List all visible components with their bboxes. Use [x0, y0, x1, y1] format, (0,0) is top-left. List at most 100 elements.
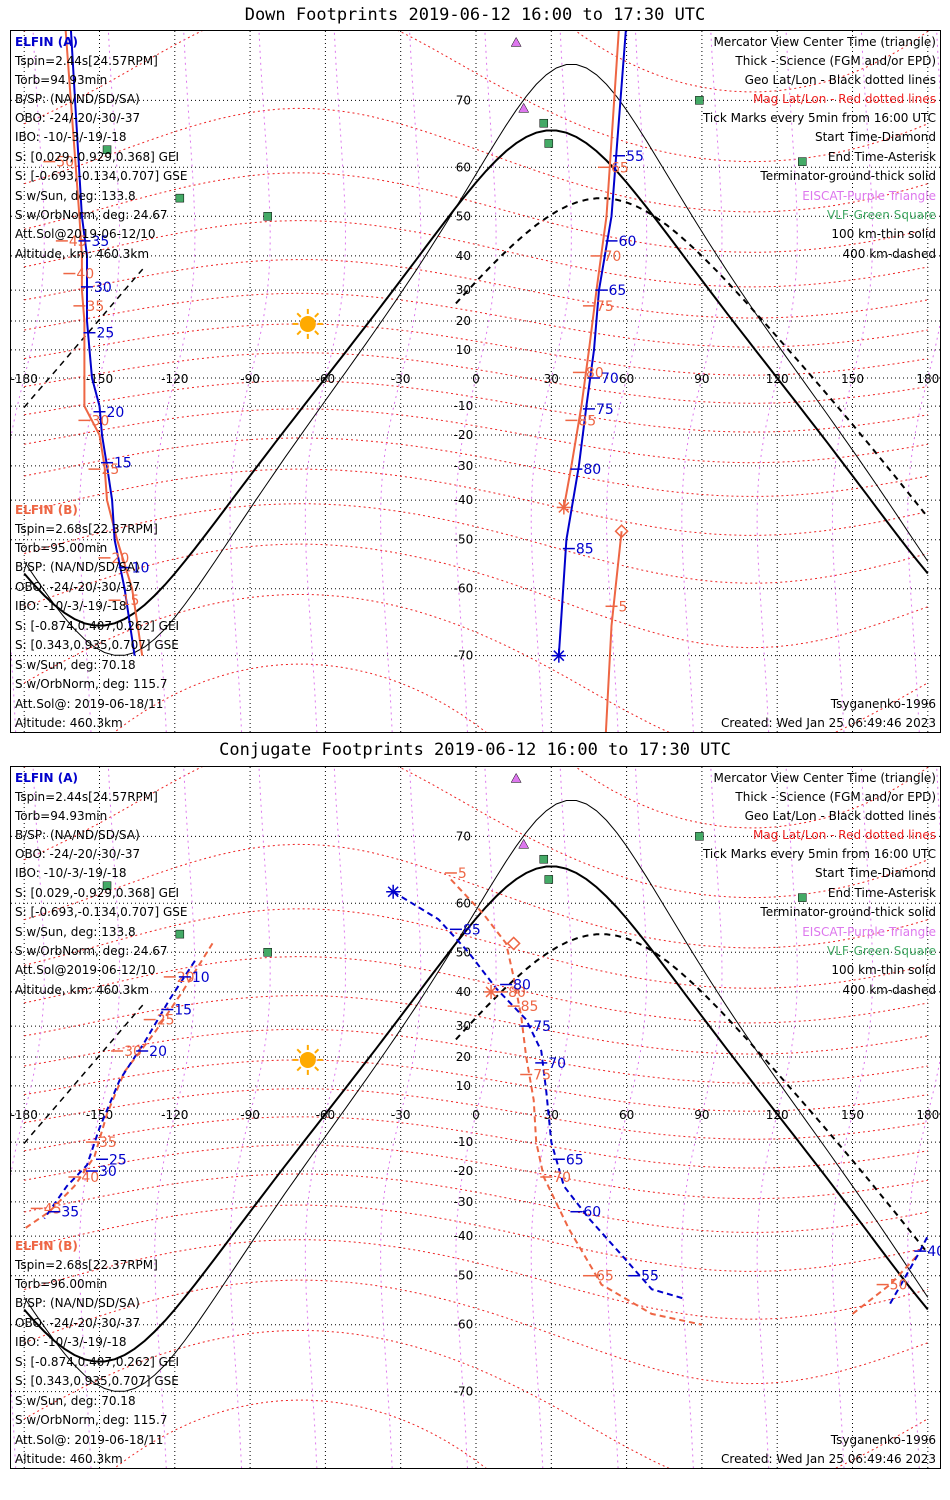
- lat-tick-label: 50: [456, 209, 471, 223]
- elfin-b-line: OBO: -24/-20/-30/-37: [15, 1316, 141, 1330]
- elfin-b-line: Att.Sol@: 2019-06-18/11: [15, 697, 164, 711]
- vlf-square-icon: [544, 875, 554, 884]
- mag-parallel: [24, 503, 928, 584]
- elfin-a-line: S: [0.029,-0.929,0.368] GEI: [15, 150, 180, 164]
- elfin-b-line: S w/OrbNorm, deg: 115.7: [15, 677, 168, 691]
- lat-tick-label: -40: [454, 1229, 474, 1243]
- elfin-a-tick-label: 20: [107, 405, 125, 421]
- elfin-a-label: ELFIN (A): [15, 771, 78, 785]
- eiscat-triangle-icon: [510, 772, 522, 783]
- elfin-b-line: S: [0.343,0.935,0.707] GSE: [15, 1374, 179, 1388]
- elfin-a-tick-label: 40: [927, 1244, 941, 1260]
- elfin-b-line: Tspin=2.68s[22.37RPM]: [15, 1258, 158, 1272]
- elfin-b-line: Altitude: 460.3km: [15, 716, 123, 730]
- elfin-a-tick-label: 70: [548, 1056, 566, 1072]
- mag-meridian: [831, 31, 874, 732]
- legend-item: Thick - Science (FGM and/or EPD): [735, 54, 936, 68]
- mag-parallel: [24, 259, 928, 319]
- elfin-b-line: Altitude: 460.3km: [15, 1452, 123, 1466]
- elfin-b-tick-label: 80: [508, 985, 526, 1001]
- elfin-b-tick-label: 40: [76, 267, 94, 283]
- lon-tick-label: 120: [766, 1108, 789, 1122]
- lat-tick-label: -10: [454, 399, 474, 413]
- elfin-a-tick-label: 55: [641, 1269, 659, 1285]
- elfin-a-tick-label: 80: [583, 462, 601, 478]
- legend-item: Tick Marks every 5min from 16:00 UTC: [702, 847, 936, 861]
- elfin-b-tick-label: 65: [596, 1269, 614, 1285]
- vlf-square-icon: [539, 118, 549, 128]
- mag-meridian: [455, 31, 497, 732]
- lat-tick-label: -70: [454, 1385, 474, 1399]
- down-footprints-map: -180 -150 -120 -90 -60 -30 0 30 60 90 120 150 180 70 6…: [10, 30, 941, 733]
- elfin-b-line: Torb=96.00min: [15, 1277, 108, 1291]
- lat-tick-label: -50: [454, 533, 474, 547]
- mag-meridian: [304, 31, 347, 732]
- elfin-b-tick-label: 20: [112, 551, 130, 567]
- elfin-b-line: S w/OrbNorm, deg: 115.7: [15, 1413, 168, 1427]
- end-asterisk-icon: [558, 501, 570, 513]
- elfin-a-tick-label: 25: [96, 326, 114, 342]
- lat-tick-label: 30: [456, 1019, 471, 1033]
- mag-parallel: [24, 352, 928, 404]
- elfin-a-tick-label: 10: [192, 970, 210, 986]
- eiscat-triangle-icon: [518, 102, 530, 113]
- elfin-b-track-east: [562, 31, 620, 508]
- sun-ray: [296, 330, 302, 336]
- lat-tick-label: -60: [454, 1318, 474, 1332]
- elfin-a-line: OBO: -24/-20/-30/-37: [15, 111, 141, 125]
- mag-parallel: [24, 220, 928, 288]
- elfin-a-tick-label: 75: [596, 402, 614, 418]
- mag-parallel: [24, 1059, 928, 1112]
- elfin-a-tick-label: 75: [533, 1019, 551, 1035]
- elfin-a-line: B/SP: (NA/ND/SD/SA): [15, 92, 140, 106]
- elfin-b-tick-label: 30: [124, 1044, 142, 1060]
- elfin-a-line: Att.Sol@2019-06-12/10: [15, 963, 156, 977]
- elfin-b-label: ELFIN (B): [15, 1239, 78, 1253]
- elfin-b-tick-label: 85: [521, 999, 539, 1015]
- elfin-a-track-east: [392, 890, 685, 1300]
- sun-ray: [314, 1048, 320, 1054]
- elfin-b-tick-label: 70: [553, 1170, 571, 1186]
- lon-tick-label: 150: [841, 1108, 864, 1122]
- elfin-b-tick-label: 50: [890, 1278, 908, 1294]
- elfin-b-tick-label: 75: [533, 1068, 551, 1084]
- mag-meridian: [78, 767, 121, 1468]
- sun-ray: [314, 330, 320, 336]
- elfin-a-line: IBO: -10/-3/-19/-18: [15, 866, 127, 880]
- start-diamond-icon: [506, 936, 521, 951]
- mag-parallel: [24, 1028, 928, 1084]
- mag-parallel: [24, 1144, 928, 1200]
- mag-meridian: [304, 767, 347, 1468]
- lon-tick-label: 120: [766, 372, 789, 386]
- elfin-a-line: Altitude, km: 460.3km: [15, 247, 150, 261]
- lon-tick-label: 30: [544, 372, 559, 386]
- vlf-square-icon: [263, 948, 272, 957]
- elfin-b-tick-label: 75: [596, 299, 614, 315]
- elfin-a-track: [43, 960, 196, 1220]
- mag-parallel: [24, 323, 928, 376]
- lon-tick-label: -180: [11, 1108, 38, 1122]
- mag-meridian: [530, 767, 572, 1468]
- lon-tick-label: -60: [316, 1108, 336, 1122]
- elfin-b-tick-label: 5: [619, 599, 628, 615]
- elfin-b-tick-label: 25: [101, 462, 119, 478]
- elfin-b-tick-label: 70: [603, 249, 621, 265]
- elfin-b-tick-label: 45: [69, 234, 87, 250]
- elfin-a-tick-label: 70: [601, 371, 619, 387]
- mag-meridian: [756, 31, 798, 732]
- elfin-b-tick-label: 5: [458, 866, 467, 882]
- mag-parallel: [23, 1329, 929, 1468]
- mag-meridian: [831, 767, 874, 1468]
- mag-parallel: [24, 1239, 928, 1320]
- legend-item: 400 km-dashed: [842, 247, 936, 261]
- created-timestamp: Created: Wed Jan 25 06:49:46 2023: [721, 716, 936, 730]
- elfin-b-tick-label: 85: [578, 413, 596, 429]
- mag-parallel: [24, 408, 928, 464]
- mag-meridian: [681, 31, 723, 732]
- lat-tick-label: 70: [456, 93, 471, 107]
- elfin-a-line: Tspin=2.44s[24.57RPM]: [15, 790, 158, 804]
- lon-tick-label: 180: [916, 1108, 939, 1122]
- lat-tick-label: 60: [456, 896, 471, 910]
- terminator-400km: [455, 197, 929, 518]
- elfin-a-line: S w/OrbNorm, deg: 24.67: [15, 208, 168, 222]
